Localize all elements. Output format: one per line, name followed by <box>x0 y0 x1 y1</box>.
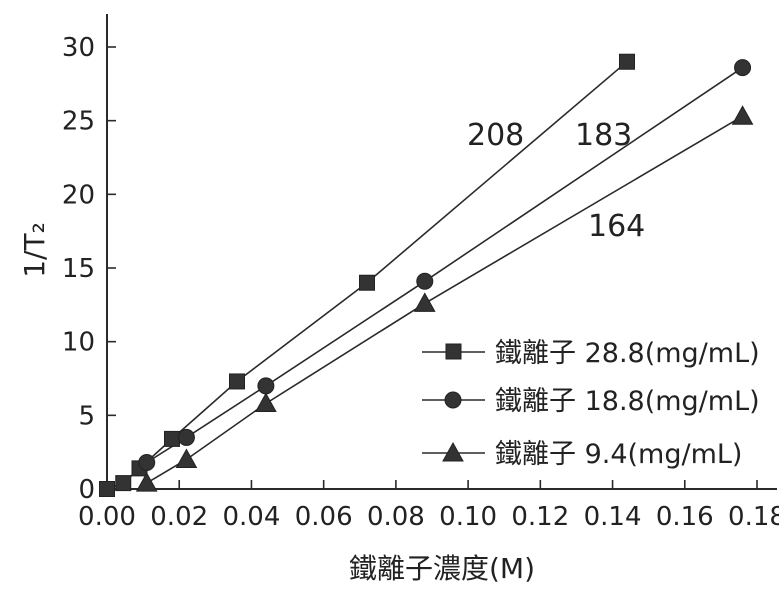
data-point-square <box>229 373 245 390</box>
legend-marker-circle <box>444 391 462 409</box>
x-tick-label: 0.00 <box>78 502 136 532</box>
annotation-164: 164 <box>588 209 645 244</box>
x-tick-label: 0.06 <box>295 502 353 532</box>
annotation-183: 183 <box>575 118 632 153</box>
legend: 鐵離子 28.8(mg/mL) 鐵離子 18.8(mg/mL) 鐵離子 9.4(… <box>422 338 760 470</box>
data-point-square <box>99 481 115 497</box>
x-tick-label: 0.04 <box>222 502 280 532</box>
x-ticks: 0.00 0.02 0.04 0.06 0.08 0.10 0.12 0.14 0.16 0.18 <box>78 480 779 532</box>
legend-label-1: 鐵離子 28.8(mg/mL) <box>495 338 760 369</box>
legend-label-3: 鐵離子 9.4(mg/mL) <box>495 439 742 470</box>
y-tick-label: 0 <box>78 475 95 505</box>
y-tick-label: 20 <box>62 180 95 210</box>
series-markers <box>99 53 754 497</box>
data-point-square <box>359 274 375 291</box>
legend-marker-square <box>445 343 462 360</box>
data-point-square <box>619 53 635 70</box>
data-point-square <box>115 475 132 492</box>
annotation-208: 208 <box>467 118 524 153</box>
y-axis-title: 1/T₂ <box>18 222 51 278</box>
data-point-circle <box>177 428 195 446</box>
y-tick-label: 30 <box>62 33 95 63</box>
y-tick-label: 5 <box>78 401 95 431</box>
x-tick-label: 0.14 <box>584 502 642 532</box>
x-tick-label: 0.10 <box>439 502 497 532</box>
x-tick-label: 0.16 <box>656 502 714 532</box>
data-point-triangle <box>255 392 277 413</box>
data-point-square <box>164 430 180 447</box>
x-tick-label: 0.18 <box>728 502 779 532</box>
y-ticks: 0 5 10 15 20 25 30 <box>62 33 116 505</box>
data-point-triangle <box>731 105 754 125</box>
x-tick-label: 0.08 <box>367 502 425 532</box>
y-tick-label: 25 <box>62 107 95 137</box>
legend-marker-triangle <box>442 441 464 462</box>
series-line-3 <box>146 115 744 484</box>
x-axis-title: 鐵離子濃度(M) <box>349 552 535 585</box>
data-point-triangle <box>135 472 158 492</box>
plot-frame <box>106 14 777 490</box>
data-point-circle <box>257 377 275 395</box>
y-tick-label: 15 <box>62 254 95 284</box>
legend-label-2: 鐵離子 18.8(mg/mL) <box>495 386 760 417</box>
data-point-triangle <box>413 292 436 312</box>
y-tick-label: 10 <box>62 328 95 358</box>
data-point-circle <box>138 453 156 471</box>
data-point-triangle <box>175 448 198 469</box>
x-tick-label: 0.02 <box>150 502 208 532</box>
data-point-circle <box>734 59 752 77</box>
data-point-circle <box>416 272 434 290</box>
x-tick-label: 0.12 <box>511 502 569 532</box>
